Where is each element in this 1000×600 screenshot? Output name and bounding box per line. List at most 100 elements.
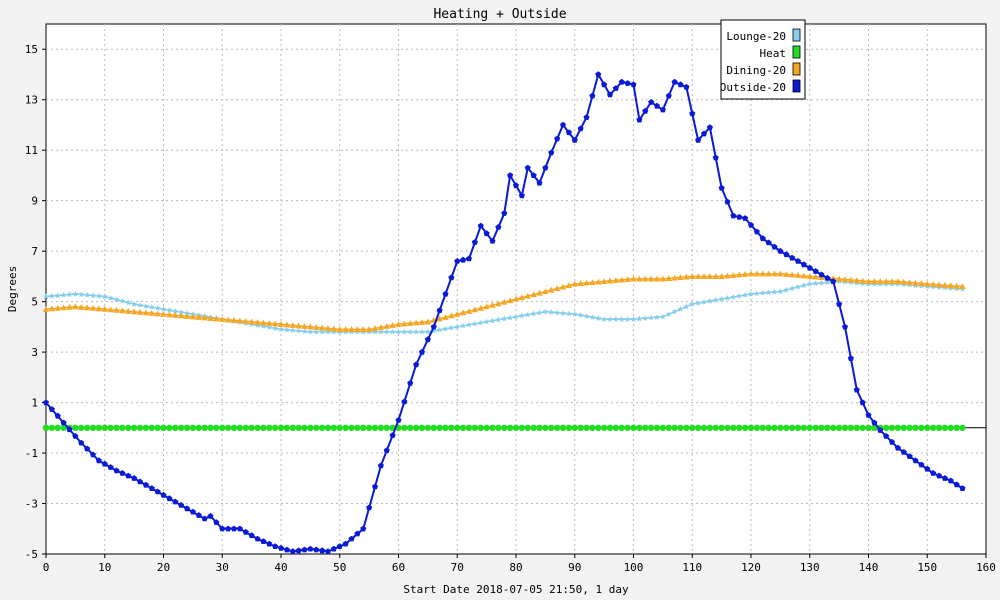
data-point-outside bbox=[513, 182, 519, 189]
data-point-outside bbox=[577, 125, 584, 132]
data-point-outside bbox=[184, 505, 190, 512]
data-point-outside bbox=[407, 380, 414, 386]
legend-item-heat: Heat bbox=[760, 45, 801, 60]
data-point-dining bbox=[195, 314, 202, 320]
data-point-heat bbox=[160, 424, 167, 432]
data-point-outside bbox=[654, 102, 660, 109]
data-point-dining bbox=[72, 303, 79, 310]
data-point-dining bbox=[924, 280, 931, 287]
y-tick-label: 7 bbox=[31, 245, 38, 258]
data-point-heat bbox=[612, 424, 620, 432]
data-point-outside bbox=[278, 544, 284, 551]
data-point-lounge bbox=[548, 309, 555, 315]
data-point-dining bbox=[747, 270, 755, 277]
data-point-outside bbox=[383, 447, 390, 454]
data-point-lounge bbox=[495, 316, 502, 323]
data-point-outside bbox=[319, 547, 326, 554]
legend-swatch-outside bbox=[792, 79, 801, 93]
data-point-lounge bbox=[95, 292, 102, 299]
data-point-lounge bbox=[166, 307, 173, 313]
data-point-dining bbox=[166, 311, 173, 318]
data-point-dining bbox=[683, 273, 690, 280]
data-point-dining bbox=[407, 320, 414, 326]
data-point-heat bbox=[242, 424, 249, 432]
data-point-heat bbox=[336, 424, 343, 432]
data-point-dining bbox=[477, 304, 484, 311]
data-point-outside bbox=[442, 290, 449, 297]
data-point-dining bbox=[759, 270, 766, 277]
data-point-outside bbox=[225, 525, 232, 532]
data-point-heat bbox=[48, 424, 56, 432]
data-point-outside bbox=[636, 116, 643, 123]
data-point-lounge bbox=[742, 291, 749, 298]
data-point-lounge bbox=[759, 289, 766, 296]
legend-item-lounge: Lounge-20 bbox=[726, 28, 801, 43]
data-point-dining bbox=[401, 320, 408, 327]
data-point-outside bbox=[789, 254, 796, 261]
data-point-dining bbox=[66, 303, 73, 310]
data-point-dining bbox=[330, 325, 338, 332]
data-point-heat bbox=[677, 424, 684, 432]
data-point-dining bbox=[78, 303, 85, 310]
series-layer bbox=[42, 71, 966, 555]
data-point-heat bbox=[618, 424, 625, 432]
x-tick-label: 100 bbox=[624, 561, 644, 574]
data-point-dining bbox=[266, 320, 273, 326]
data-point-dining bbox=[548, 286, 555, 293]
data-point-heat bbox=[824, 424, 831, 432]
data-point-dining bbox=[230, 317, 238, 323]
data-point-heat bbox=[589, 424, 596, 432]
data-point-heat bbox=[483, 424, 490, 432]
data-point-dining bbox=[577, 280, 584, 287]
data-point-heat bbox=[465, 424, 473, 432]
data-point-lounge bbox=[313, 328, 320, 335]
data-point-dining bbox=[136, 309, 144, 315]
data-point-lounge bbox=[612, 316, 619, 322]
data-point-heat bbox=[230, 424, 238, 432]
data-point-heat bbox=[841, 424, 849, 432]
data-point-lounge bbox=[712, 296, 719, 303]
data-point-dining bbox=[506, 297, 514, 304]
data-point-outside bbox=[659, 106, 666, 113]
data-point-heat bbox=[318, 424, 326, 432]
data-point-heat bbox=[459, 424, 467, 432]
data-point-heat bbox=[765, 424, 772, 432]
data-point-lounge bbox=[577, 312, 584, 318]
x-tick-label: 0 bbox=[43, 561, 50, 574]
data-point-lounge bbox=[654, 314, 660, 320]
data-point-heat bbox=[718, 424, 725, 432]
data-point-lounge bbox=[319, 328, 326, 335]
data-point-lounge bbox=[677, 306, 684, 312]
data-point-heat bbox=[248, 424, 255, 432]
data-point-outside bbox=[554, 135, 561, 142]
y-tick-label: 13 bbox=[25, 94, 38, 107]
data-point-outside bbox=[765, 239, 772, 246]
series-dining bbox=[42, 270, 966, 332]
data-point-dining bbox=[636, 275, 643, 282]
data-point-dining bbox=[454, 311, 461, 317]
data-point-outside bbox=[530, 172, 537, 178]
data-point-lounge bbox=[501, 315, 508, 322]
y-tick-label: -5 bbox=[25, 548, 38, 561]
data-point-dining bbox=[113, 307, 120, 313]
data-point-dining bbox=[841, 276, 849, 282]
data-point-outside bbox=[806, 264, 813, 271]
data-point-lounge bbox=[266, 324, 273, 330]
data-point-lounge bbox=[513, 313, 519, 320]
data-point-lounge bbox=[642, 315, 649, 321]
data-point-outside bbox=[595, 71, 602, 78]
data-point-lounge bbox=[607, 316, 613, 322]
data-point-dining bbox=[536, 289, 543, 296]
data-point-dining bbox=[882, 278, 890, 284]
data-point-heat bbox=[818, 424, 825, 432]
data-point-outside bbox=[936, 472, 942, 479]
data-point-heat bbox=[448, 424, 455, 432]
data-point-lounge bbox=[659, 313, 666, 320]
data-point-outside bbox=[489, 237, 496, 244]
data-point-dining bbox=[677, 274, 684, 280]
data-point-outside bbox=[877, 427, 884, 433]
data-point-lounge bbox=[477, 319, 484, 326]
data-point-lounge bbox=[289, 327, 296, 333]
data-point-heat bbox=[918, 424, 925, 432]
